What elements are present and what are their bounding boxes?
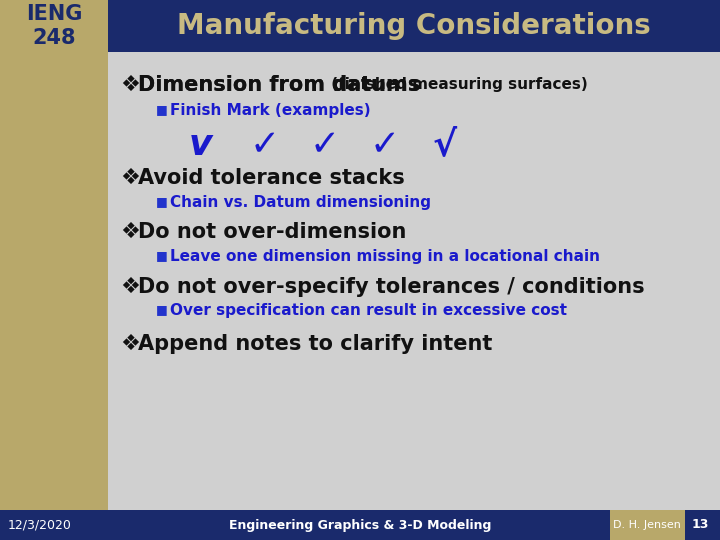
Text: ■: ■ xyxy=(156,249,168,262)
Text: v: v xyxy=(188,128,212,162)
Text: ❖: ❖ xyxy=(120,168,140,188)
Text: Manufacturing Considerations: Manufacturing Considerations xyxy=(177,12,651,40)
Text: ■: ■ xyxy=(156,303,168,316)
Text: 13: 13 xyxy=(691,518,708,531)
Text: Dimension from datums: Dimension from datums xyxy=(138,75,420,95)
Text: Avoid tolerance stacks: Avoid tolerance stacks xyxy=(138,168,405,188)
Text: ✓: ✓ xyxy=(310,128,340,162)
Text: ■: ■ xyxy=(156,104,168,117)
Text: √: √ xyxy=(433,128,457,162)
Text: Over specification can result in excessive cost: Over specification can result in excessi… xyxy=(170,302,567,318)
FancyBboxPatch shape xyxy=(0,510,720,540)
FancyBboxPatch shape xyxy=(108,0,720,52)
Text: Append notes to clarify intent: Append notes to clarify intent xyxy=(138,334,492,354)
Text: ❖: ❖ xyxy=(120,75,140,95)
Text: ❖: ❖ xyxy=(120,277,140,297)
Text: Engineering Graphics & 3-D Modeling: Engineering Graphics & 3-D Modeling xyxy=(229,518,491,531)
FancyBboxPatch shape xyxy=(610,510,685,540)
Text: Dimension from datums: Dimension from datums xyxy=(138,75,420,95)
Text: ■: ■ xyxy=(156,195,168,208)
FancyBboxPatch shape xyxy=(0,0,108,540)
Text: Leave one dimension missing in a locational chain: Leave one dimension missing in a locatio… xyxy=(170,248,600,264)
Text: Do not over-specify tolerances / conditions: Do not over-specify tolerances / conditi… xyxy=(138,277,644,297)
Text: D. H. Jensen: D. H. Jensen xyxy=(613,520,681,530)
Text: Dimension from datums (finished measuring surfaces): Dimension from datums (finished measurin… xyxy=(138,75,720,95)
Text: 12/3/2020: 12/3/2020 xyxy=(8,518,72,531)
Text: IENG
248: IENG 248 xyxy=(26,4,82,48)
Text: (finished measuring surfaces): (finished measuring surfaces) xyxy=(326,78,588,92)
Text: ✓: ✓ xyxy=(250,128,280,162)
Text: ❖: ❖ xyxy=(120,334,140,354)
Text: Chain vs. Datum dimensioning: Chain vs. Datum dimensioning xyxy=(170,194,431,210)
Text: ❖: ❖ xyxy=(120,222,140,242)
Text: ✓: ✓ xyxy=(370,128,400,162)
Text: Do not over-dimension: Do not over-dimension xyxy=(138,222,406,242)
Text: Finish Mark (examples): Finish Mark (examples) xyxy=(170,103,371,118)
